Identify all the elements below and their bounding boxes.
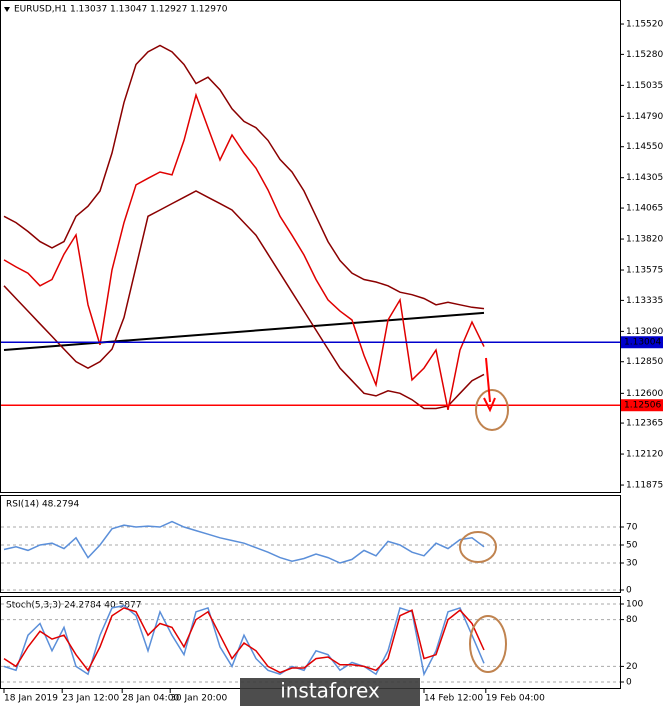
main-frame [0, 0, 621, 493]
series-line [3, 604, 485, 677]
level-box [621, 399, 663, 412]
y-tick-label: 1.14305 [626, 173, 663, 183]
y-tick-label: 1.13090 [626, 327, 663, 337]
y-tick-label: 1.12365 [626, 419, 663, 429]
watermark: instaforex [280, 679, 380, 703]
rsi-frame [0, 495, 621, 593]
y-tick-label: 1.12600 [626, 389, 663, 399]
trendline [3, 311, 485, 351]
x-tick-label: 19 Feb 04:00 [486, 694, 545, 704]
y-tick-label: 80 [626, 615, 638, 625]
y-tick-label: 1.14065 [626, 204, 663, 214]
y-tick-label: 30 [626, 559, 638, 569]
plot: 1.15520 1.15280 1.15035 1.14790 1.14550 1.143… [1, 20, 663, 704]
x-tick-label: 30 Jan 20:00 [170, 694, 227, 704]
chart-title: EURUSD,H1 1.13037 1.13047 1.12927 1.1297… [14, 5, 228, 15]
rsi-title: RSI(14) 48.2794 [6, 500, 79, 510]
x-tick-label: 18 Jan 2019 [4, 694, 58, 704]
y-tick-label: 1.12120 [626, 450, 663, 460]
y-tick-label: 1.13820 [626, 235, 663, 245]
arrow [485, 357, 491, 403]
watermark-box [240, 678, 420, 706]
y-tick-label: 20 [626, 662, 638, 672]
arrow-head [483, 397, 496, 413]
y-tick-label: 1.14790 [626, 112, 663, 122]
y-tick-label: 1.11875 [626, 481, 663, 491]
highlight-circle [475, 389, 509, 431]
x-tick-label: 14 Feb 12:00 [424, 694, 483, 704]
y-tick-label: 1.15035 [626, 81, 663, 91]
series-line [3, 607, 485, 674]
x-tick-label: 28 Jan 04:00 [122, 694, 179, 704]
y-tick-label: 0 [626, 586, 632, 596]
highlight-circle [459, 531, 497, 563]
frames [0, 0, 621, 689]
menu-arrow[interactable] [4, 7, 10, 12]
x-tick-label: 23 Jan 12:00 [62, 694, 119, 704]
series-line [3, 520, 485, 564]
highlight-circle [469, 615, 507, 673]
level-label: 1.12506 [624, 401, 661, 411]
level-box [621, 336, 663, 349]
series-line [3, 190, 485, 410]
y-tick-label: 1.12850 [626, 357, 663, 367]
y-tick-label: 70 [626, 523, 638, 533]
y-tick-label: 0 [626, 678, 632, 688]
y-tick-label: 1.13335 [626, 296, 663, 306]
y-tick-label: 1.14550 [626, 142, 663, 152]
y-tick-label: 50 [626, 541, 638, 551]
y-tick-label: 1.15520 [626, 20, 663, 30]
annotations [459, 389, 509, 673]
y-tick-label: 1.13575 [626, 266, 663, 276]
level-label: 1.13004 [624, 338, 661, 348]
stoch-title: Stoch(5,3,3) 24.2784 40.5877 [6, 601, 141, 611]
y-tick-label: 100 [626, 600, 643, 610]
y-tick-label: 1.15280 [626, 50, 663, 60]
series-line [3, 92, 485, 411]
series-line [3, 44, 485, 310]
